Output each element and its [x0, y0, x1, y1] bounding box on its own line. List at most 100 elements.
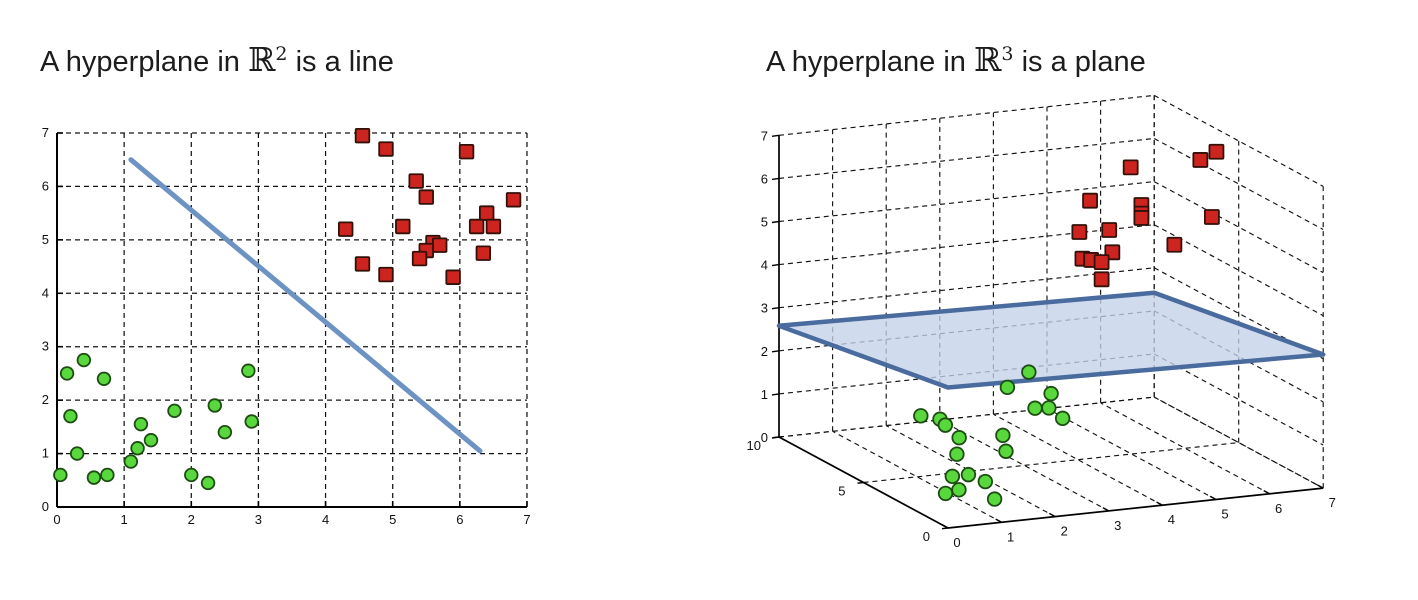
- green-point: [949, 446, 965, 462]
- red-point: [468, 218, 485, 235]
- x-tick-label: 6: [1275, 501, 1282, 516]
- left-title-prefix: A hyperplane in: [40, 46, 248, 78]
- green-point: [244, 414, 259, 429]
- x-tick: [1156, 501, 1163, 506]
- axis-ticks-3d: [771, 134, 1324, 530]
- green-point: [143, 433, 159, 448]
- green-point: [951, 430, 967, 446]
- floor-grid-y: [778, 396, 1155, 438]
- red-point: [458, 143, 475, 160]
- backwall-grid-horizontal: [778, 137, 1155, 179]
- red-point: [505, 192, 522, 208]
- red-point: [475, 245, 492, 261]
- rightwall-grid-horizontal: [1153, 353, 1324, 446]
- rightwall-grid-horizontal: [1153, 137, 1324, 231]
- x-tick-label: 2: [1061, 524, 1068, 539]
- green-point: [100, 467, 115, 483]
- y-tick-label: 2: [42, 392, 49, 407]
- rightwall-grid-horizontal: [1153, 224, 1324, 317]
- green-point: [1041, 400, 1057, 416]
- separating-hyperplane-line: [128, 157, 483, 454]
- rightwall-grid-horizontal: [1153, 267, 1324, 360]
- separating-hyperplane-plane: [776, 290, 1326, 390]
- left-title-exponent: 2: [275, 43, 288, 65]
- green-point: [59, 366, 75, 381]
- z-tick-label: 2: [761, 344, 768, 359]
- z-tick: [771, 220, 780, 224]
- y-tick-label: 6: [42, 178, 49, 193]
- z-tick: [771, 307, 780, 310]
- green-point: [133, 416, 149, 432]
- z-tick: [771, 263, 780, 267]
- x-tick: [1209, 495, 1217, 501]
- green-point: [217, 424, 233, 440]
- left-chart-title: A hyperplane in ℝ2 is a line: [40, 40, 394, 79]
- x-tick-label: 6: [456, 512, 463, 527]
- green-point: [241, 363, 256, 378]
- floor-grid-x: [939, 419, 1110, 512]
- floor-grid-x: [993, 413, 1163, 506]
- z-tick: [771, 350, 780, 353]
- green-point: [123, 454, 139, 469]
- green-point: [207, 398, 222, 413]
- grid-2d: [57, 132, 528, 507]
- y-tick: [857, 481, 864, 484]
- red-point: [395, 218, 411, 235]
- red-point: [445, 269, 461, 285]
- x-tick: [995, 518, 1002, 523]
- floor-grid-x: [1100, 402, 1270, 495]
- x-tick-label: 0: [53, 512, 60, 527]
- x-tick: [941, 524, 949, 529]
- x-tick-label: 5: [389, 512, 396, 527]
- red-point: [408, 173, 424, 189]
- x-axis: [947, 487, 1324, 529]
- x-tick-label: 1: [1007, 529, 1014, 544]
- x-tick-label: 3: [255, 512, 262, 527]
- right-title-suffix: is a plane: [1013, 46, 1146, 78]
- y-tick: [772, 436, 780, 439]
- x-tick: [1102, 507, 1110, 512]
- red-point: [1093, 271, 1110, 288]
- green-point: [937, 485, 954, 502]
- red-point: [1101, 222, 1118, 238]
- red-point: [1122, 159, 1139, 176]
- green-point: [977, 473, 994, 490]
- green-point: [951, 482, 967, 498]
- scatter-plot-2d: 0 1 2 3 4 5 6 7 0 1 2 3 4 5 6 7: [42, 125, 531, 527]
- green-point: [76, 352, 92, 368]
- x-tick-label: 3: [1114, 518, 1121, 533]
- z-tick-label: 6: [761, 171, 768, 186]
- z-tick: [771, 393, 780, 396]
- z-tick-label: 0: [761, 430, 768, 445]
- floor-grid-x: [1153, 396, 1324, 489]
- floor-grid-y: [863, 442, 1239, 484]
- y-tick-label: 10: [747, 438, 761, 453]
- red-point: [411, 250, 428, 267]
- z-tick: [771, 177, 780, 181]
- red-class-series: [338, 127, 522, 285]
- green-point: [96, 371, 112, 386]
- red-point: [1166, 236, 1183, 253]
- right-chart-title: A hyperplane in ℝ3 is a plane: [766, 40, 1146, 79]
- axes-2d: [56, 132, 527, 508]
- y-tick-label: 4: [42, 285, 49, 300]
- green-point: [200, 475, 216, 491]
- red-point: [478, 205, 495, 221]
- x-tick: [1316, 484, 1324, 489]
- red-point: [1192, 152, 1209, 168]
- green-point: [960, 466, 977, 483]
- left-title-suffix: is a line: [287, 46, 394, 78]
- floor-grid-x: [832, 430, 1002, 523]
- red-point: [378, 266, 394, 283]
- green-point: [1043, 385, 1059, 402]
- red-point: [1071, 224, 1088, 240]
- green-point: [69, 446, 85, 461]
- floor-grid-x: [885, 425, 1056, 518]
- x-tick-label: 7: [1329, 495, 1336, 510]
- z-tick-label: 7: [761, 128, 768, 143]
- y-tick-label: 5: [42, 232, 49, 247]
- red-point: [1208, 143, 1225, 160]
- z-tick-label: 3: [761, 301, 768, 316]
